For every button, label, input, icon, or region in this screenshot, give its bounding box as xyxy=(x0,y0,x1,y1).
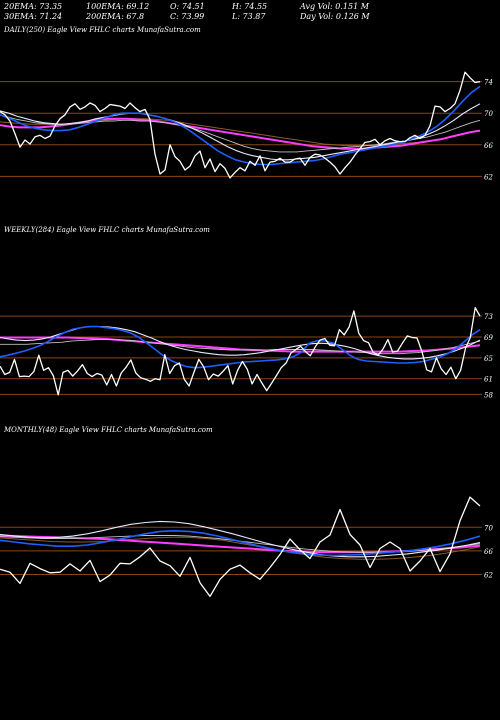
header-low: L: 73.87 xyxy=(232,12,266,21)
daily-panel-label: DAILY(250) Eagle View FHLC charts Munafa… xyxy=(4,26,201,34)
weekly-y-tick-label: 73 xyxy=(484,313,493,321)
daily-y-tick-label: 62 xyxy=(484,173,493,181)
monthly-ema-20-line xyxy=(0,529,481,557)
header-ema30: 30EMA: 71.24 xyxy=(4,12,63,21)
daily-price-line xyxy=(0,71,481,179)
daily-ema-20-line xyxy=(0,85,481,166)
daily-y-tick-label: 66 xyxy=(484,142,493,150)
monthly-ema-30-line xyxy=(0,520,481,558)
header-close: C: 73.99 xyxy=(170,12,205,21)
weekly-ema-100-line xyxy=(0,339,481,355)
monthly-y-tick-label: 70 xyxy=(484,524,493,532)
weekly-ema-200-line xyxy=(0,336,481,353)
header-dayvol: Day Vol: 0.126 M xyxy=(300,12,370,21)
weekly-ema-30-line xyxy=(0,325,481,360)
header-ema20: 20EMA: 73.35 xyxy=(4,2,63,11)
header-ema100: 100EMA: 69.12 xyxy=(86,2,150,11)
daily-ema-100-line xyxy=(0,114,481,153)
weekly-ema-20-line xyxy=(0,325,481,369)
monthly-y-tick-label: 66 xyxy=(484,548,493,556)
weekly-y-tick-label: 58 xyxy=(484,391,493,399)
header-avgvol: Avg Vol: 0.151 M xyxy=(300,2,369,11)
weekly-y-tick-label: 69 xyxy=(484,334,493,342)
weekly-price-line xyxy=(0,307,481,396)
monthly-ema-200-line xyxy=(0,534,481,554)
weekly-panel-label: WEEKLY(284) Eagle View FHLC charts Munaf… xyxy=(4,226,210,234)
daily-y-tick-label: 74 xyxy=(484,79,493,87)
monthly-ema-brown-line xyxy=(0,536,481,560)
monthly-y-tick-label: 62 xyxy=(484,572,493,580)
weekly-y-tick-label: 61 xyxy=(484,376,493,384)
header-ema200: 200EMA: 67.8 xyxy=(86,12,145,21)
monthly-price-line xyxy=(0,496,481,598)
daily-y-tick-label: 70 xyxy=(484,110,493,118)
weekly-y-tick-label: 65 xyxy=(484,355,493,363)
monthly-panel-label: MONTHLY(48) Eagle View FHLC charts Munaf… xyxy=(4,426,213,434)
header-high: H: 74.55 xyxy=(232,2,268,11)
header-open: O: 74.51 xyxy=(170,2,205,11)
